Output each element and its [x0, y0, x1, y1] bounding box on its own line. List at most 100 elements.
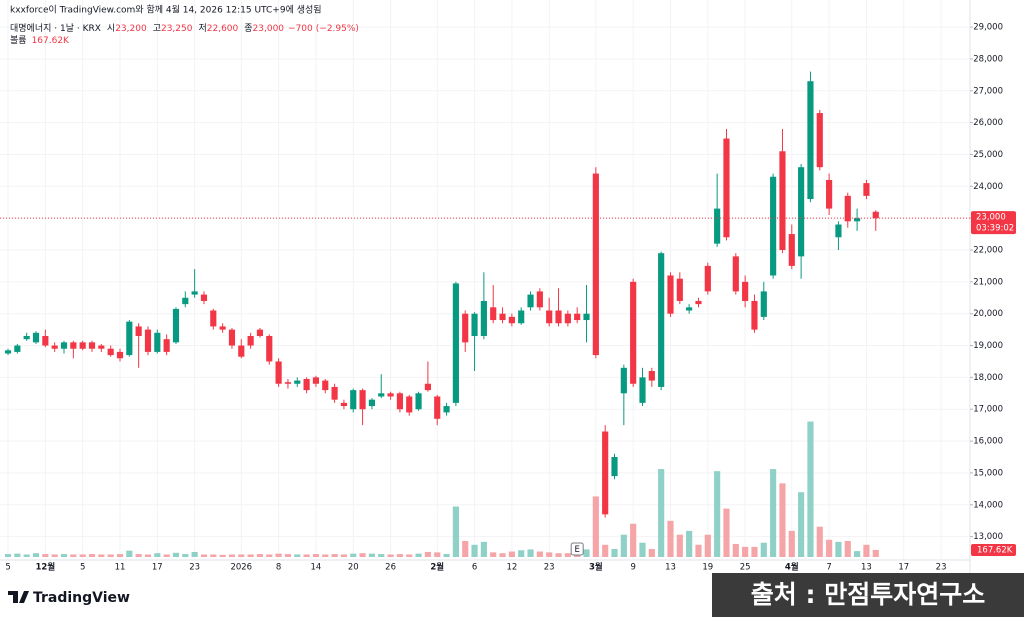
candle-body	[116, 351, 124, 359]
legend-label: 저	[198, 23, 206, 34]
candle-body	[676, 278, 683, 301]
volume-bar	[648, 549, 655, 557]
volume-bar	[490, 552, 497, 557]
volume-bar	[546, 552, 553, 557]
volume-value: 167.62K	[32, 36, 70, 46]
candle-body	[844, 195, 851, 222]
volume-axis-label: 167.62K	[977, 545, 1013, 555]
candle-body	[760, 291, 767, 317]
candle-body	[32, 332, 40, 343]
x-tick-label: 23	[544, 563, 555, 573]
candle-body	[499, 313, 506, 321]
last-price-box	[971, 211, 1016, 235]
candle-body	[284, 382, 292, 384]
volume-bar	[228, 554, 236, 557]
candle-body	[144, 329, 152, 352]
x-tick-label: 8	[276, 563, 281, 573]
candle-body	[788, 234, 795, 266]
volume-bar	[51, 554, 58, 557]
volume-bar	[816, 526, 823, 557]
candle-body	[424, 383, 431, 391]
volume-bar	[732, 543, 739, 557]
candle-body	[686, 307, 693, 311]
candle-body	[14, 345, 21, 352]
x-tick-label: 20	[348, 563, 359, 573]
candle-body	[340, 402, 348, 407]
x-tick-label: 9	[630, 563, 635, 573]
volume-bar	[163, 554, 170, 557]
y-tick-label: 13,000	[973, 532, 1003, 542]
volume-bar	[872, 549, 879, 557]
volume-bar	[79, 554, 86, 557]
volume-bar	[714, 471, 721, 557]
candle-body	[770, 176, 777, 276]
candle-body	[620, 367, 627, 394]
candle-body	[79, 342, 86, 349]
candle-body	[406, 396, 413, 413]
volume-bar	[312, 554, 320, 557]
y-tick-label: 25,000	[973, 150, 1003, 160]
volume-bar	[340, 554, 348, 557]
x-tick-label: 6	[472, 563, 477, 573]
candle-body	[583, 313, 590, 321]
volume-bar	[424, 551, 431, 557]
candle-body	[732, 256, 739, 292]
volume-bar	[751, 546, 758, 557]
x-tick-label: 4월	[785, 562, 799, 573]
volume-bar	[266, 554, 273, 557]
candle-body	[667, 275, 674, 314]
candle-body	[350, 390, 357, 410]
symbol: 대명에너지 · 1날 · KRX	[10, 23, 101, 34]
candle-body	[135, 326, 142, 336]
candle-body	[611, 457, 618, 477]
volume-bar	[4, 554, 12, 557]
volume-bar	[630, 523, 637, 557]
volume-bar	[807, 421, 814, 557]
volume-bar	[508, 551, 515, 557]
volume-bar	[835, 541, 842, 557]
volume-bar	[602, 544, 609, 557]
candle-body	[835, 224, 842, 238]
candle-body	[4, 350, 12, 354]
volume-bar	[723, 508, 730, 557]
legend-label: 고	[153, 24, 161, 34]
volume-bar	[387, 554, 394, 557]
candle-body	[70, 342, 77, 349]
volume-bar	[676, 534, 683, 557]
volume-title: 볼륨	[10, 35, 27, 46]
candle-body	[555, 310, 562, 324]
volume-bar	[350, 553, 357, 557]
candle-body	[480, 300, 487, 336]
volume-bar	[592, 496, 599, 557]
x-tick-label: 19	[702, 563, 713, 573]
y-tick-label: 14,000	[973, 500, 1003, 510]
y-tick-label: 29,000	[973, 23, 1003, 33]
candle-body	[238, 345, 245, 357]
volume-bar	[826, 539, 833, 557]
volume-bar	[322, 554, 329, 557]
y-tick-label: 17,000	[973, 405, 1003, 415]
legend-change-pct: (−2.95%)	[316, 24, 359, 34]
candle-body	[163, 339, 170, 352]
volume-bar	[135, 554, 142, 557]
x-tick-label: 25	[740, 563, 751, 573]
candle-body	[602, 431, 609, 515]
volume-bar	[116, 554, 124, 557]
candle-body	[546, 310, 553, 324]
legend-value: 23,000	[253, 24, 285, 34]
volume-bar	[798, 492, 805, 557]
y-tick-label: 28,000	[973, 54, 1003, 64]
volume-bar	[564, 553, 571, 557]
volume-bar	[331, 554, 338, 557]
x-tick-label: 2월	[430, 562, 444, 573]
volume-bar	[406, 554, 413, 557]
candle-body	[51, 345, 58, 349]
volume-bar	[98, 554, 105, 557]
volume-bar	[275, 553, 282, 557]
volume-bar	[368, 553, 375, 557]
last-price-label: 23,000	[976, 213, 1006, 223]
candle-body	[275, 361, 282, 384]
candle-body	[200, 294, 208, 301]
volume-bar	[210, 554, 217, 557]
volume-bar	[443, 554, 450, 557]
